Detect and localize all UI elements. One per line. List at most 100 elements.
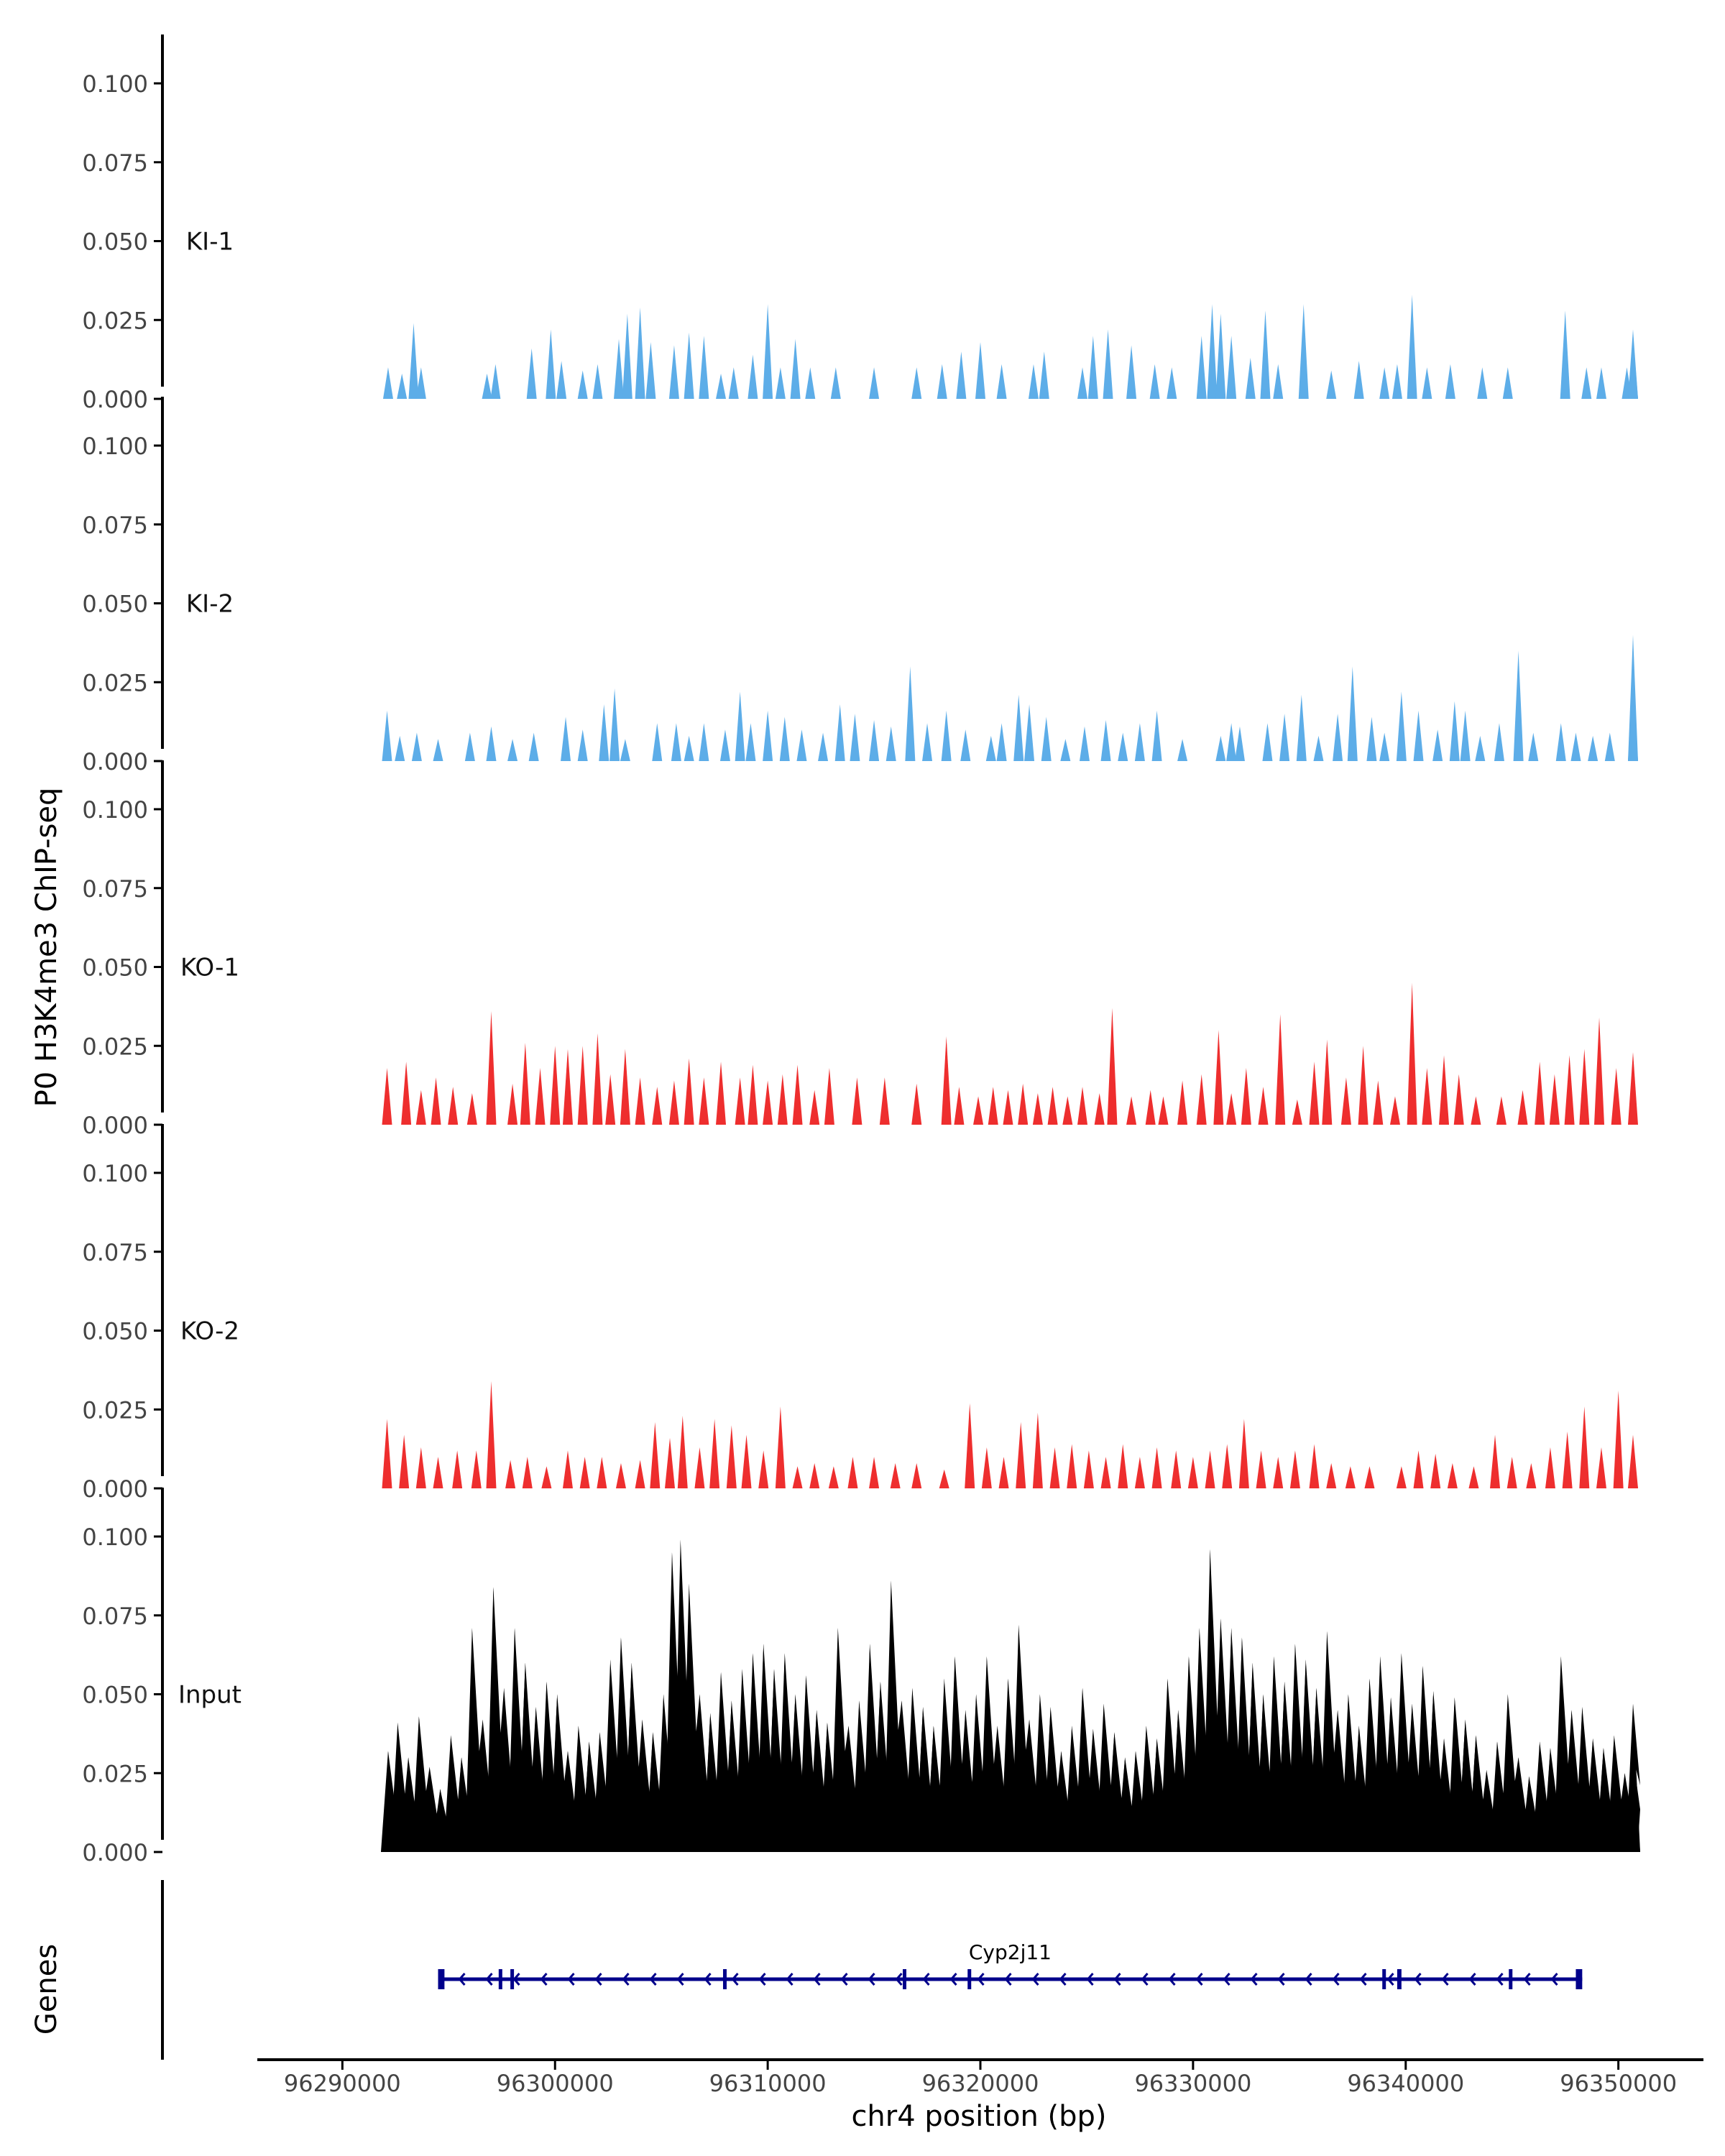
peak xyxy=(1196,336,1207,399)
peak xyxy=(1126,1096,1137,1125)
peak xyxy=(1513,650,1524,761)
strand-arrow xyxy=(1168,1973,1176,1986)
peak xyxy=(1087,336,1098,399)
strand-arrow xyxy=(786,1973,794,1986)
peak xyxy=(1496,1096,1506,1125)
genes-axis-title: Genes xyxy=(30,1944,63,2035)
peak xyxy=(433,1457,443,1488)
peak xyxy=(1003,1089,1013,1125)
peak xyxy=(645,342,656,399)
peak xyxy=(911,367,922,399)
y-tick-label: 0.075 xyxy=(82,1603,148,1630)
peak xyxy=(981,1447,992,1488)
strand-arrow xyxy=(676,1973,684,1986)
y-tick-label: 0.075 xyxy=(82,1239,148,1266)
peak xyxy=(1460,710,1471,761)
peak xyxy=(561,717,571,761)
strand-arrow xyxy=(731,1973,739,1986)
peak xyxy=(684,332,694,399)
strand-arrow xyxy=(1550,1973,1558,1986)
peak xyxy=(956,351,967,399)
track-label: KO-1 xyxy=(180,954,239,982)
strand-arrow xyxy=(1386,1973,1394,1986)
peak xyxy=(1205,1450,1215,1488)
track-label: KI-1 xyxy=(186,228,234,257)
peak xyxy=(1292,1099,1302,1125)
peak xyxy=(1016,1422,1026,1488)
strand-arrow xyxy=(1113,1973,1121,1986)
peak xyxy=(886,726,896,761)
strand-arrow xyxy=(1004,1973,1012,1986)
peak xyxy=(941,1036,952,1125)
peak xyxy=(1258,1087,1269,1125)
peak xyxy=(694,1447,705,1488)
peak xyxy=(677,1416,688,1488)
peak xyxy=(622,313,632,399)
strand-arrow xyxy=(649,1973,657,1986)
peak xyxy=(1471,1096,1481,1125)
peak xyxy=(684,735,694,761)
peak xyxy=(1245,357,1256,399)
peak xyxy=(507,739,518,761)
peak xyxy=(411,732,422,761)
strand-arrow xyxy=(977,1973,985,1986)
strand-arrow xyxy=(1277,1973,1285,1986)
peak xyxy=(1118,732,1128,761)
peak xyxy=(939,1469,949,1488)
y-tick-label: 0.000 xyxy=(82,1839,148,1866)
peak xyxy=(975,342,985,399)
peak xyxy=(1309,1444,1320,1488)
track-ki-2: 0.000 0.025 0.050 0.075 0.100 KI-2 xyxy=(82,397,1638,775)
peak xyxy=(869,1457,880,1488)
peak xyxy=(597,1457,607,1488)
peak xyxy=(758,1450,769,1488)
peak xyxy=(579,1457,590,1488)
peak xyxy=(635,307,645,399)
strand-arrow xyxy=(840,1973,848,1986)
y-tick-label: 0.025 xyxy=(82,1033,148,1060)
peak xyxy=(1234,726,1245,761)
x-tick-label: 96320000 xyxy=(922,2070,1039,2097)
y-tick-label: 0.075 xyxy=(82,512,148,539)
y-tick-label: 0.000 xyxy=(82,386,148,413)
peak xyxy=(1364,1466,1375,1488)
peak xyxy=(507,1083,518,1125)
peak xyxy=(452,1450,463,1488)
peak xyxy=(433,739,443,761)
exon xyxy=(903,1969,907,1989)
strand-arrow xyxy=(704,1973,712,1986)
exon xyxy=(1397,1969,1402,1989)
peak xyxy=(775,367,786,399)
peak xyxy=(535,1068,546,1125)
peak xyxy=(1326,1462,1337,1488)
peak xyxy=(577,729,588,761)
strand-arrow xyxy=(1332,1973,1340,1986)
peak xyxy=(382,367,393,399)
peak xyxy=(520,1042,530,1125)
y-tick-label: 0.025 xyxy=(82,1396,148,1424)
peak xyxy=(741,1434,752,1488)
x-tick-label: 96330000 xyxy=(1134,2070,1251,2097)
peak xyxy=(620,739,630,761)
peak xyxy=(614,338,624,399)
peak xyxy=(911,1083,922,1125)
peak xyxy=(1453,1074,1464,1125)
peak xyxy=(1502,367,1513,399)
peak xyxy=(1273,364,1284,399)
peak xyxy=(401,1061,412,1125)
peak xyxy=(941,710,952,761)
strand-arrow xyxy=(868,1973,875,1986)
peak xyxy=(996,723,1007,761)
peak xyxy=(973,1096,984,1125)
peak xyxy=(668,1080,679,1125)
peak xyxy=(577,1046,588,1125)
peak xyxy=(1196,1074,1207,1125)
x-tick-label: 96310000 xyxy=(709,2070,827,2097)
exon xyxy=(967,1969,972,1989)
y-tick-label: 0.050 xyxy=(82,1682,148,1709)
genes-panel: Cyp2j11 xyxy=(161,1880,1583,2060)
peak xyxy=(763,304,773,399)
peak xyxy=(1149,364,1160,399)
strand-arrow xyxy=(594,1973,602,1986)
peak xyxy=(1345,1466,1356,1488)
